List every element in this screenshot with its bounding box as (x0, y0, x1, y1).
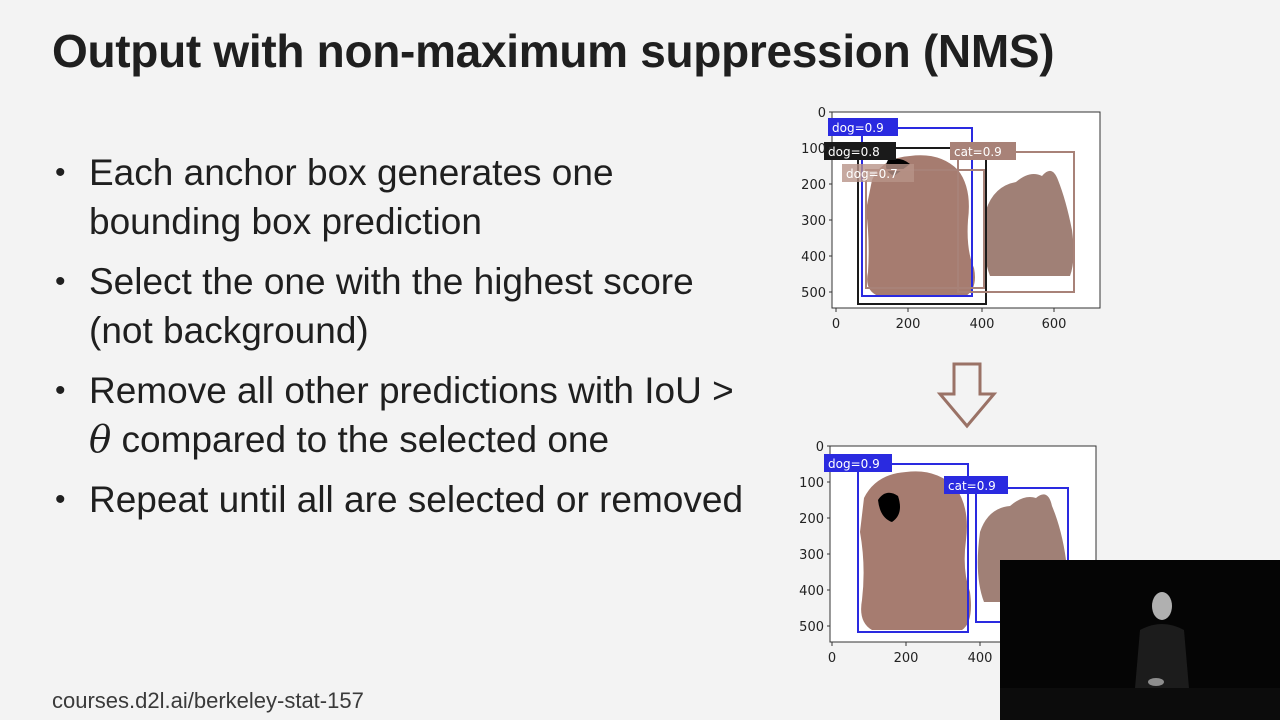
desk (1000, 688, 1280, 720)
speaker-head (1152, 592, 1172, 620)
box-dog-09 (861, 127, 973, 297)
bullet-dot-icon: • (55, 483, 66, 516)
speaker-video-overlay (1000, 560, 1280, 720)
bullet-item: • Remove all other predictions with IoU … (55, 366, 745, 464)
bullet-dot-icon: • (55, 156, 66, 189)
theta-symbol: θ (89, 418, 112, 461)
y-tick-label: 400 (799, 584, 824, 599)
x-axis: 0 200 400 600 (832, 308, 1067, 332)
y-tick-label: 200 (801, 178, 826, 193)
bullet-item: • Select the one with the highest score … (55, 257, 745, 355)
label-dog-09: dog=0.9 (828, 457, 880, 471)
label-dog-09: dog=0.9 (832, 121, 884, 135)
y-tick-label: 0 (818, 106, 826, 121)
y-tick-label: 100 (801, 142, 826, 157)
x-tick-label: 0 (828, 651, 836, 666)
x-tick-label: 200 (896, 317, 921, 332)
y-tick-label: 200 (799, 512, 824, 527)
bullet-list: • Each anchor box generates one bounding… (55, 148, 745, 535)
x-tick-label: 400 (970, 317, 995, 332)
label-dog-07: dog=0.7 (846, 167, 898, 181)
dog-face (878, 492, 900, 522)
bullet-item: • Repeat until all are selected or remov… (55, 475, 745, 524)
bullet-text: compared to the selected one (111, 419, 610, 460)
detections-before-nms-plot: dog=0.9 dog=0.8 cat=0.9 dog=0.7 0 100 20… (790, 100, 1120, 350)
dog-image (866, 155, 975, 296)
label-bg (944, 476, 1008, 494)
label-bg (824, 454, 892, 472)
x-axis: 0 200 400 (828, 642, 993, 666)
y-tick-label: 500 (801, 286, 826, 301)
speaker-hands (1148, 678, 1164, 686)
cat-image (983, 170, 1074, 276)
speaker-body (1134, 624, 1190, 700)
bullet-item: • Each anchor box generates one bounding… (55, 148, 745, 246)
bullet-text: Each anchor box generates one bounding b… (89, 152, 614, 242)
bullet-text: Repeat until all are selected or removed (89, 479, 744, 520)
x-tick-label: 200 (894, 651, 919, 666)
course-url: courses.d2l.ai/berkeley-stat-157 (52, 688, 364, 713)
bullet-dot-icon: • (55, 265, 66, 298)
label-cat-09: cat=0.9 (954, 145, 1002, 159)
y-tick-label: 500 (799, 620, 824, 635)
y-tick-label: 0 (816, 440, 824, 455)
down-arrow-icon (936, 360, 998, 432)
y-tick-label: 100 (799, 476, 824, 491)
y-axis: 0 100 200 300 400 500 (801, 106, 832, 301)
y-axis: 0 100 200 300 400 500 (799, 440, 830, 635)
label-bg (950, 142, 1016, 160)
box-dog-07 (865, 169, 985, 289)
x-tick-label: 0 (832, 317, 840, 332)
x-tick-label: 600 (1042, 317, 1067, 332)
dog-image (860, 471, 971, 630)
detections-after-nms-plot: dog=0.9 cat=0.9 0 100 200 300 400 500 0 … (786, 436, 1116, 686)
bullet-text: Select the one with the highest score (n… (89, 261, 694, 351)
label-bg (828, 118, 898, 136)
slide-title: Output with non-maximum suppression (NMS… (52, 25, 1055, 77)
y-tick-label: 300 (801, 214, 826, 229)
bullet-text: Remove all other predictions with IoU > (89, 370, 734, 411)
box-dog-09 (857, 463, 969, 633)
y-tick-label: 400 (801, 250, 826, 265)
bullet-dot-icon: • (55, 374, 66, 407)
label-dog-08: dog=0.8 (828, 145, 880, 159)
box-dog-08 (857, 147, 987, 305)
label-cat-09: cat=0.9 (948, 479, 996, 493)
label-bg (824, 142, 896, 160)
label-bg (842, 164, 914, 182)
x-tick-label: 400 (968, 651, 993, 666)
y-tick-label: 300 (799, 548, 824, 563)
